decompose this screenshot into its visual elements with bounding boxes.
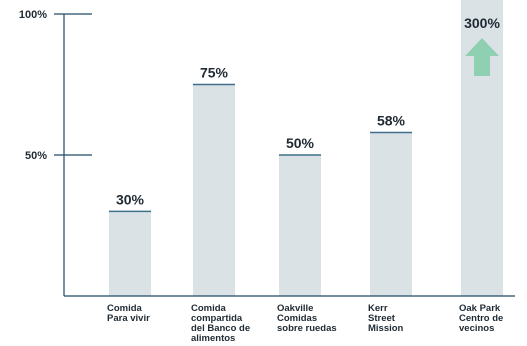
category-label-2: Comida compartida del Banco de alimentos (191, 303, 250, 344)
value-label-1: 30% (116, 191, 145, 207)
bars-layer (109, 0, 503, 296)
value-label-2: 75% (200, 65, 229, 81)
y-tick-label-2: 100% (19, 9, 47, 21)
category-label-3: Oakville Comidas sobre ruedas (277, 303, 337, 334)
value-label-4: 58% (377, 112, 406, 128)
category-label-5: Oak Park Centro de vecinos (459, 303, 503, 334)
bar-3 (279, 155, 321, 296)
labels-layer: 30% Comida Para vivir 75% Comida compartida de… (19, 9, 503, 344)
bar-1 (109, 211, 151, 296)
category-label-4: Kerr Street Mission (368, 303, 404, 334)
axes-layer (54, 13, 515, 297)
bar-4 (370, 132, 412, 296)
value-label-3: 50% (286, 135, 315, 151)
category-label-1: Comida Para vivir (107, 303, 150, 324)
value-label-5: 300% (464, 15, 500, 31)
up-arrow-icon (465, 38, 499, 76)
bar-2 (193, 84, 235, 296)
y-tick-label-1: 50% (25, 150, 47, 162)
